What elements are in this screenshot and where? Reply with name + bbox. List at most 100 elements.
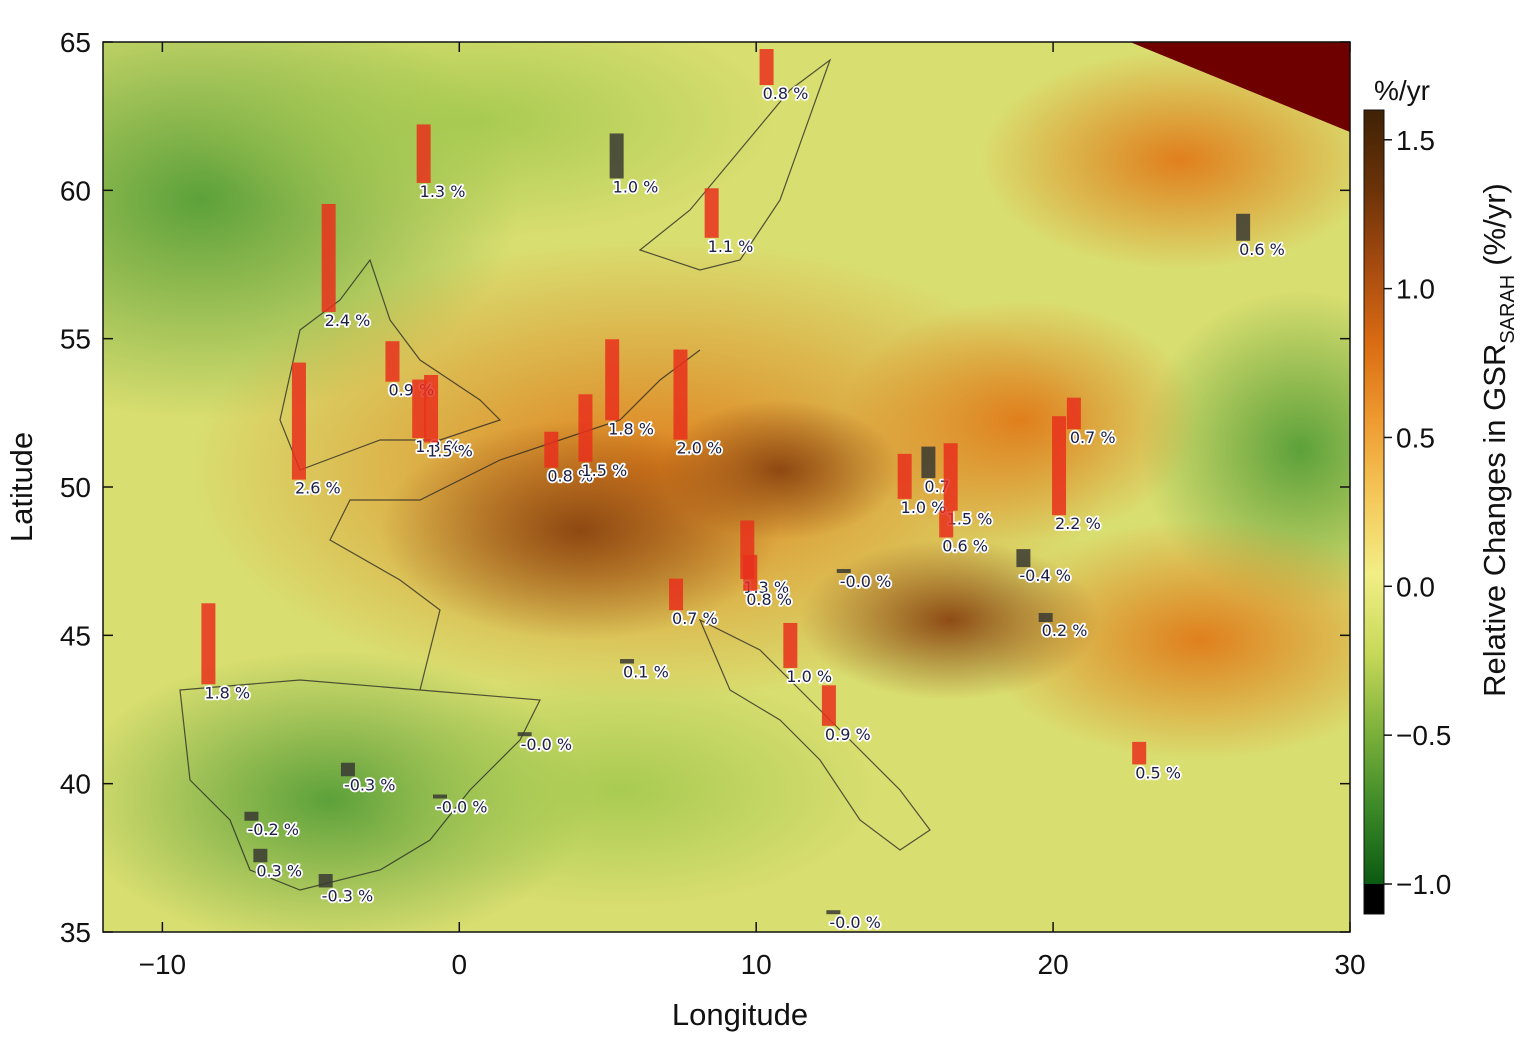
station-label: 0.8 % (547, 467, 593, 486)
station-label: 2.4 % (325, 311, 371, 330)
station-label: 1.1 % (708, 237, 754, 256)
station-bar (826, 910, 841, 915)
station-label: -0.4 % (1019, 566, 1071, 585)
station-label: 1.0 % (901, 498, 947, 517)
station-label: 1.5 % (947, 510, 993, 529)
y-tick-label: 35 (60, 917, 91, 948)
station-label: 0.7 % (672, 609, 718, 628)
station-label: 0.8 % (746, 590, 792, 609)
station-bar (620, 659, 635, 664)
station-bar (578, 394, 593, 462)
station-label: 0.3 % (256, 861, 302, 880)
station-bar (318, 874, 333, 888)
y-tick-label: 50 (60, 472, 91, 503)
station-bar (340, 762, 355, 777)
x-tick-label: 30 (1334, 949, 1365, 980)
station-bar (1038, 612, 1053, 622)
station-bar (517, 732, 532, 737)
station-bar (897, 453, 912, 499)
x-tick-label: 20 (1038, 949, 1069, 980)
station-label: 2.0 % (676, 439, 722, 458)
colorbar-tick-label: 1.0 (1396, 274, 1435, 305)
station-bar (253, 848, 268, 863)
station-label: 0.8 % (763, 84, 809, 103)
station-label: 1.5 % (427, 442, 473, 461)
station-bar (836, 569, 851, 574)
station-bar (291, 362, 306, 480)
station-bar (244, 811, 259, 821)
station-label: 1.8 % (608, 419, 654, 438)
station-bar (1052, 416, 1067, 516)
station-label: 1.3 % (420, 182, 466, 201)
station-bar (201, 603, 216, 685)
station-label: 2.2 % (1055, 514, 1101, 533)
station-bar (1132, 741, 1147, 765)
station-bar (1236, 213, 1251, 241)
station-bar (759, 49, 774, 86)
station-bar (605, 339, 620, 421)
station-label: 1.0 % (613, 177, 659, 196)
station-label: 1.5 % (581, 461, 627, 480)
station-label: -0.0 % (840, 572, 892, 591)
station-bar (544, 431, 559, 468)
station-label: 1.0 % (786, 667, 832, 686)
colorbar-frame (1363, 109, 1385, 915)
colorbar-tick-label: 0.0 (1396, 571, 1435, 602)
station-bar (743, 554, 758, 591)
map-background (103, 42, 1350, 932)
y-axis-label: Latitude (4, 432, 39, 542)
colorbar-tick-label: −0.5 (1396, 720, 1451, 751)
station-label: 2.6 % (295, 479, 341, 498)
x-axis-label: Longitude (672, 997, 808, 1032)
station-label: 0.1 % (623, 663, 669, 682)
colorbar-label-sub: SARAH (1497, 275, 1519, 344)
station-label: 0.9 % (825, 725, 871, 744)
y-tick-label: 55 (60, 324, 91, 355)
station-bar (412, 379, 427, 439)
station-label: 0.2 % (1042, 621, 1088, 640)
y-tick-label: 40 (60, 769, 91, 800)
station-bar (432, 794, 447, 799)
station-label: 0.6 % (1239, 240, 1285, 259)
station-label: 0.5 % (1135, 763, 1181, 782)
station-bar (1066, 397, 1081, 430)
colorbar-under (1364, 884, 1384, 914)
station-label: -0.3 % (344, 775, 396, 794)
station-bar (424, 375, 439, 443)
x-tick-label: 10 (741, 949, 772, 980)
y-tick-label: 65 (60, 27, 91, 58)
station-bar (609, 133, 624, 179)
station-bar (321, 203, 336, 312)
y-tick-label: 45 (60, 620, 91, 651)
station-bar (943, 443, 958, 511)
colorbar-label: Relative Changes in GSRSARAH (%/yr) (1477, 183, 1519, 697)
station-label: 0.6 % (942, 536, 988, 555)
station-bar (821, 685, 836, 726)
station-bar (783, 622, 798, 668)
station-label: 1.8 % (204, 683, 250, 702)
station-bar (1016, 549, 1031, 568)
station-label: -0.0 % (521, 735, 573, 754)
station-label: -0.0 % (436, 798, 488, 817)
station-label: -0.2 % (247, 820, 299, 839)
colorbar-label-suffix: (%/yr) (1477, 183, 1512, 266)
station-bar (704, 188, 719, 238)
colorbar-title: %/yr (1374, 75, 1430, 106)
station-bar (416, 124, 431, 183)
station-bar (673, 349, 688, 440)
colorbar-tick-label: 0.5 (1396, 422, 1435, 453)
station-label: -0.0 % (829, 913, 881, 932)
station-label: -0.3 % (322, 887, 374, 906)
colorbar-label-text: Relative Changes in GSR (1477, 344, 1512, 697)
station-bar (385, 341, 400, 382)
colorbar-tick-label: −1.0 (1396, 869, 1451, 900)
station-bar (669, 578, 684, 611)
station-label: 0.7 % (1070, 428, 1116, 447)
x-tick-label: −10 (139, 949, 187, 980)
station-bar (921, 446, 936, 479)
x-tick-label: 0 (451, 949, 467, 980)
station-bar (939, 510, 954, 538)
colorbar (1364, 110, 1384, 884)
colorbar-tick-label: 1.5 (1396, 125, 1435, 156)
